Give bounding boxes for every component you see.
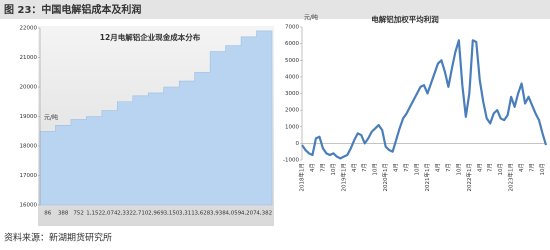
x-tick-label: 7月 xyxy=(319,163,326,172)
x-tick-label: 3,150 xyxy=(164,211,180,217)
x-tick-label: 10月 xyxy=(455,163,462,176)
x-tick-label: 2,332 xyxy=(117,211,133,217)
x-tick-label: 4,059 xyxy=(225,211,241,217)
y-tick-label: 3000 xyxy=(285,91,299,97)
line xyxy=(301,39,548,160)
x-tick-label: 2020年1月 xyxy=(381,163,389,192)
y-tick-label: 6000 xyxy=(285,41,299,47)
x-tick-label: 3,628 xyxy=(195,211,211,217)
x-tick-label: 7月 xyxy=(445,163,452,172)
x-tick-label: 3,938 xyxy=(210,211,226,217)
x-tick-label: 4月 xyxy=(476,163,483,172)
y-tick-label: 1000 xyxy=(285,124,299,130)
x-tick-label: 4月 xyxy=(393,163,400,172)
y-tick-label: 17000 xyxy=(20,173,38,179)
header-band xyxy=(0,0,550,19)
x-tick-label: 4月 xyxy=(309,163,316,172)
y-axis-label: 元/吨 xyxy=(304,14,318,22)
x-tick-label: 10月 xyxy=(539,163,546,176)
x-tick-label: 2,969 xyxy=(148,211,164,217)
area xyxy=(39,30,273,206)
y-tick-label: 16000 xyxy=(20,203,38,209)
y-tick-label: 22000 xyxy=(20,26,38,32)
x-tick-label: 752 xyxy=(73,211,84,217)
x-tick-label: 2,710 xyxy=(133,211,149,217)
x-tick-label: 10月 xyxy=(414,163,421,176)
chart-title: 电解铝加权平均利润 xyxy=(371,14,439,24)
y-tick-label: 21000 xyxy=(20,55,38,61)
y-tick-label: 0 xyxy=(296,141,300,147)
x-tick-label: 4,382 xyxy=(256,211,272,217)
x-tick-label: 7月 xyxy=(403,163,410,172)
y-tick-label: 4000 xyxy=(285,74,299,80)
x-tick-label: 4月 xyxy=(351,163,358,172)
x-tick-label: 10月 xyxy=(497,163,504,176)
y-tick-label: -1000 xyxy=(283,158,299,164)
x-tick-label: 2022年1月 xyxy=(465,163,473,192)
y-axis-label: 元/吨 xyxy=(44,114,58,122)
x-tick-label: 4,207 xyxy=(241,211,257,217)
x-tick-label: 7月 xyxy=(529,163,536,172)
x-tick-label: 2021年1月 xyxy=(423,163,431,192)
footer-source: 资料来源：新湖期货研究所 xyxy=(4,232,112,244)
y-tick-label: 5000 xyxy=(285,58,299,64)
x-tick-label: 4月 xyxy=(518,163,525,172)
x-tick-label: 10月 xyxy=(372,163,379,176)
x-tick-label: 2019年1月 xyxy=(339,163,347,192)
y-tick-label: 2000 xyxy=(285,108,299,114)
chart-title: 12月电解铝企业现金成本分布 xyxy=(100,32,201,42)
y-tick-label: 7000 xyxy=(285,25,299,31)
y-tick-label: 20000 xyxy=(20,85,38,91)
header-title: 图 23：中国电解铝成本及利润 xyxy=(4,3,141,16)
x-tick-label: 4月 xyxy=(434,163,441,172)
x-tick-label: 7月 xyxy=(487,163,494,172)
x-tick-label: 7月 xyxy=(361,163,368,172)
y-tick-label: 19000 xyxy=(20,114,38,120)
x-tick-label: 2018年1月 xyxy=(298,163,306,192)
y-tick-label: 18000 xyxy=(20,144,38,150)
x-tick-label: 3,311 xyxy=(179,211,195,217)
x-tick-label: 1,152 xyxy=(86,211,102,217)
x-tick-label: 86 xyxy=(44,211,51,217)
x-tick-label: 2023年1月 xyxy=(507,163,515,192)
x-tick-label: 2,074 xyxy=(102,211,118,217)
x-tick-label: 10月 xyxy=(330,163,337,176)
x-tick-label: 388 xyxy=(58,211,69,217)
